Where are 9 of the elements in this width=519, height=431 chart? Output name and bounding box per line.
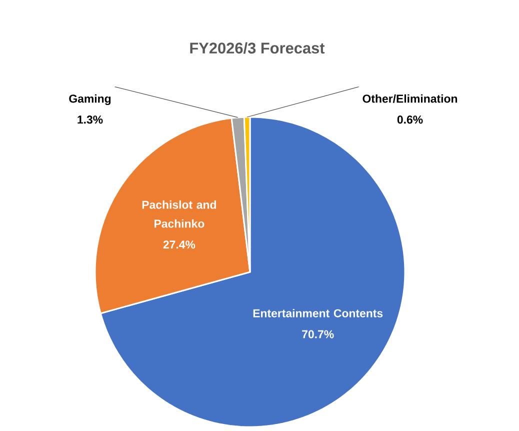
slice-label: Pachislot and Pachinko xyxy=(142,200,216,228)
data-label: 27.4% xyxy=(163,240,196,249)
slice-label: Other/Elimination xyxy=(362,94,458,103)
slice-label: Entertainment Contents xyxy=(253,308,383,318)
data-label: 0.6% xyxy=(397,116,423,124)
data-label: 1.3% xyxy=(78,116,103,124)
data-label: 70.7% xyxy=(302,330,334,338)
chart-title: FY2026/3 Forecast xyxy=(190,42,325,54)
slice-label: Gaming xyxy=(69,94,111,106)
